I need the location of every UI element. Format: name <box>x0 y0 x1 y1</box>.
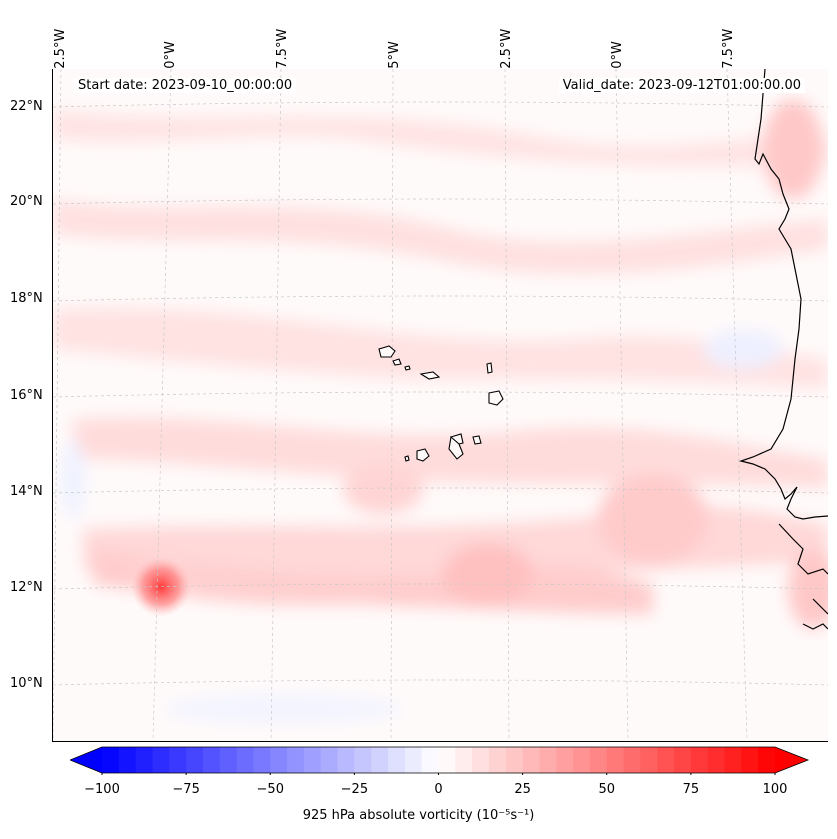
colorbar-segment <box>623 747 641 773</box>
island-sal <box>486 362 493 374</box>
colorbar-segment <box>202 747 221 773</box>
colorbar-extend-max <box>775 747 808 773</box>
colorbar-segment <box>186 747 204 773</box>
colorbar-tick-label: −100 <box>84 782 120 797</box>
island-boa-vista <box>488 390 504 406</box>
lat-label-16n: 16°N <box>10 388 43 403</box>
lat-label-10n: 10°N <box>10 676 43 691</box>
colorbar-segment <box>303 747 322 773</box>
colorbar-segment <box>505 747 524 773</box>
colorbar <box>70 746 810 775</box>
colorbar-segment <box>118 747 137 773</box>
colorbar-segment <box>573 747 591 773</box>
colorbar-segment <box>354 747 372 773</box>
island-sao-vicente <box>392 358 402 366</box>
island-santa-luzia <box>404 365 411 371</box>
colorbar-tick-label: −25 <box>340 782 369 797</box>
colorbar-label: 925 hPa absolute vorticity (10⁻⁵s⁻¹) <box>302 808 535 823</box>
cape-verde-islands <box>378 345 504 462</box>
colorbar-tick-label: 25 <box>514 782 531 797</box>
vorticity-map <box>53 69 828 741</box>
colorbar-segment <box>421 747 439 773</box>
colorbar-segment <box>690 747 709 773</box>
colorbar-segment <box>388 747 406 773</box>
colorbar-segment <box>169 747 187 773</box>
colorbar-segment <box>724 747 742 773</box>
colorbar-segment <box>371 747 389 773</box>
island-sao-nicolau <box>419 371 441 380</box>
colorbar-tick-label: 50 <box>598 782 616 797</box>
colorbar-segment <box>674 747 692 773</box>
colorbar-segment <box>438 747 456 773</box>
start-date-label: Start date: 2023-09-10_00:00:00 <box>74 78 297 93</box>
colorbar-segment <box>320 747 339 773</box>
colorbar-segment <box>404 747 423 773</box>
valid-date-label: Valid_date: 2023-09-12T01:00:00.00 <box>558 78 805 93</box>
coastline <box>738 69 828 630</box>
colorbar-segment <box>455 747 473 773</box>
colorbar-segment <box>219 747 238 773</box>
colorbar-segment <box>657 747 675 773</box>
colorbar-segment <box>472 747 490 773</box>
colorbar-segment <box>270 747 288 773</box>
colorbar-segment <box>253 747 271 773</box>
colorbar-segment <box>488 747 507 773</box>
lat-label-12n: 12°N <box>10 580 43 595</box>
colorbar-segment <box>589 747 608 773</box>
colorbar-tick-label: 0 <box>434 782 443 797</box>
colorbar-segment <box>758 747 776 773</box>
colorbar-segment <box>640 747 658 773</box>
colorbar-segment <box>606 747 625 773</box>
island-fogo <box>416 448 430 462</box>
colorbar-segment <box>556 747 574 773</box>
colorbar-tick-label: 100 <box>762 782 788 797</box>
colorbar-segment <box>337 747 355 773</box>
vorticity-field <box>53 99 828 724</box>
colorbar-segment <box>522 747 540 773</box>
colorbar-segment <box>539 747 557 773</box>
map-panel[interactable] <box>52 69 828 742</box>
vorticity-maximum[interactable] <box>131 557 191 617</box>
colorbar-tick-label: −50 <box>256 782 284 797</box>
colorbar-segment <box>236 747 254 773</box>
colorbar-segment <box>707 747 726 773</box>
colorbar-segment <box>287 747 305 773</box>
lat-label-20n: 20°N <box>10 194 43 209</box>
colorbar-segment <box>741 747 759 773</box>
island-santo-antao <box>378 345 396 358</box>
graticule <box>53 69 828 741</box>
lat-label-22n: 22°N <box>10 99 43 114</box>
colorbar-segment <box>102 747 120 773</box>
island-maio <box>472 435 482 445</box>
island-santiago <box>448 435 464 460</box>
colorbar-tick-label: −75 <box>172 782 200 797</box>
colorbar-tick-label: 75 <box>682 782 700 797</box>
lat-label-18n: 18°N <box>10 291 43 306</box>
colorbar-segment <box>152 747 170 773</box>
island-brava <box>404 455 410 462</box>
colorbar-extend-min <box>70 747 102 773</box>
lat-label-14n: 14°N <box>10 484 43 499</box>
colorbar-segment <box>135 747 153 773</box>
